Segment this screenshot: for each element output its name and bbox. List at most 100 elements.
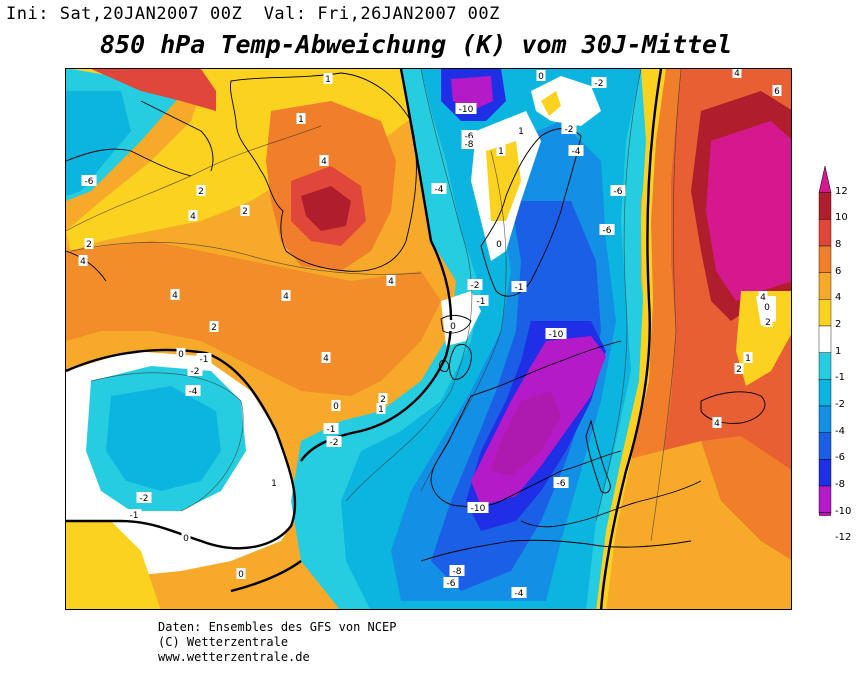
arctic-warm-patch	[91, 69, 216, 111]
colorbar-tick-label: 10	[835, 212, 848, 224]
colorbar-tick-label: 1	[835, 345, 842, 357]
contour-label-text: 1	[498, 147, 504, 157]
colorbar	[818, 166, 832, 516]
contour-4	[70, 241, 422, 275]
contour-label-text: -6	[447, 579, 456, 589]
contour-label-text: -2	[565, 125, 574, 135]
contour-minus1-east	[595, 69, 642, 522]
contour-label: 4	[170, 289, 180, 301]
contour-minus4	[420, 150, 507, 492]
contour-label-bg	[236, 568, 246, 579]
contour-label-bg	[170, 289, 180, 300]
contour-label: 4	[281, 290, 291, 302]
contour-label: 2	[763, 316, 773, 328]
credits-website[interactable]: www.wetterzentrale.de	[158, 650, 310, 664]
contour-label: 4	[386, 275, 396, 287]
contour-label-bg	[240, 205, 250, 216]
contour-label: 1	[376, 403, 386, 415]
scandinavia-yellow	[486, 141, 521, 221]
contour-label: 1	[496, 145, 506, 157]
contour-label-bg	[78, 255, 88, 266]
credits-data-source: Daten: Ensembles des GFS von NCEP	[158, 620, 397, 634]
contour-label-text: 4	[388, 277, 394, 287]
contour-label: -1	[473, 295, 489, 307]
contour-label-text: -6	[557, 479, 566, 489]
contour-label-text: 4	[172, 291, 178, 301]
contour-label: -6	[443, 577, 459, 589]
contour-label: 2	[378, 393, 388, 405]
contour-label-bg	[772, 85, 782, 96]
contour-label-text: 2	[242, 207, 248, 217]
contour-label-bg	[326, 436, 342, 447]
contour-label: 1	[743, 352, 753, 364]
britain-coast	[449, 344, 472, 380]
contour-label: 1	[269, 477, 279, 489]
contour-label-bg	[496, 145, 506, 156]
contour-label-text: -2	[471, 281, 480, 291]
colorbar-tick-label: 4	[835, 292, 842, 304]
colorbar-tick-label: 2	[835, 319, 842, 330]
contour-label: 4	[732, 69, 742, 79]
contour-label: -8	[461, 138, 477, 150]
contour-label-bg	[561, 123, 577, 134]
contour-label-text: -6	[85, 177, 94, 187]
contour-label: 0	[181, 532, 191, 544]
colorbar-segment	[818, 325, 832, 353]
colorbar-segment	[818, 432, 832, 460]
contour-label-bg	[455, 103, 477, 114]
contour-label-text: -10	[471, 504, 486, 514]
contour-label: -1	[126, 509, 142, 521]
contour-label-bg	[758, 291, 768, 302]
colorbar-tick-label: -10	[835, 505, 852, 517]
contour-label: 2	[209, 321, 219, 333]
contour-label-text: 1	[745, 354, 751, 364]
contour-label-bg	[461, 130, 477, 141]
val-value: Fri,26JAN2007 00Z	[317, 4, 500, 24]
contour-label-bg	[323, 73, 333, 84]
contour-label-text: -2	[330, 438, 339, 448]
contour-label-bg	[599, 224, 615, 235]
contour-label-bg	[181, 532, 191, 543]
contour-label-text: -1	[477, 297, 486, 307]
contour-label-text: 0	[764, 303, 770, 313]
contour-label-text: 2	[736, 365, 742, 375]
init-valid-line: Ini: Sat,20JAN2007 00Z Val: Fri,26JAN200…	[6, 4, 500, 24]
contour-label: -2	[591, 77, 607, 89]
contour-label: -4	[431, 183, 447, 195]
contour-label: -6	[461, 130, 477, 142]
contour-label: -1	[511, 281, 527, 293]
contour-label-bg	[511, 587, 527, 598]
contour-label-bg	[734, 363, 744, 374]
mediterranean-coast	[500, 450, 702, 528]
contour-label-text: -4	[189, 387, 198, 397]
contour-label: 6	[772, 85, 782, 97]
contour-label-text: -1	[327, 425, 336, 435]
contour-label-bg	[126, 509, 142, 520]
contour-label: -2	[467, 279, 483, 291]
zero-contours	[66, 69, 663, 609]
contour-label-text: -1	[130, 511, 139, 521]
contour-label-bg	[209, 321, 219, 332]
contour-label-bg	[473, 295, 489, 306]
contour-label-bg	[196, 185, 206, 196]
contour-label-bg	[136, 492, 152, 503]
contour-label-bg	[196, 353, 212, 364]
sw-zero-contour	[230, 560, 302, 593]
contour-minus2	[345, 69, 473, 502]
contour-label: -2	[561, 123, 577, 135]
contour-label: 0	[536, 70, 546, 82]
credits-copyright: (C) Wetterzentrale	[158, 635, 289, 649]
contour-labels-layer: -10-6-8-4-2-2-4-6-6-2-1-1-10-6-2-4-2-1-1…	[78, 69, 782, 599]
contour-label-bg	[323, 423, 339, 434]
contour-label: -10	[545, 328, 567, 340]
contour-label-text: 2	[765, 318, 771, 328]
contour-label-text: 0	[496, 240, 502, 250]
contour-label-text: 2	[198, 187, 204, 197]
contour-label-bg	[732, 69, 742, 78]
contour-label: 1	[323, 73, 333, 85]
contour-label-bg	[188, 210, 198, 221]
contour-label: 0	[762, 301, 772, 313]
contour-label-text: -8	[465, 140, 474, 150]
contour-label-text: 0	[333, 402, 339, 412]
contour-label: 4	[319, 155, 329, 167]
